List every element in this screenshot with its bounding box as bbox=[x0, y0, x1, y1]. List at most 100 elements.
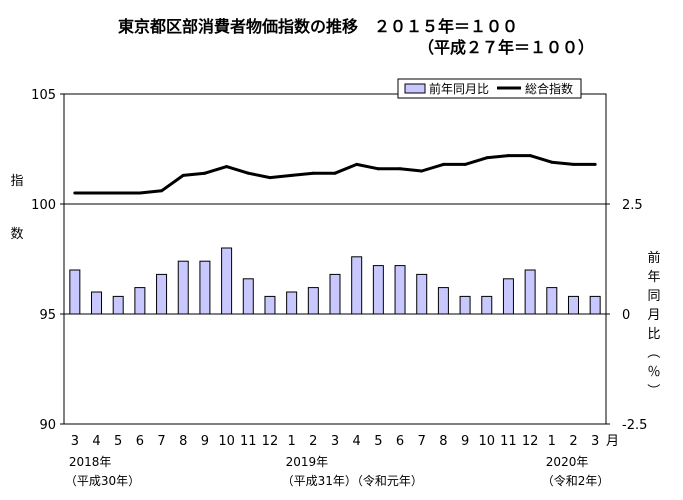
index-point bbox=[138, 191, 142, 195]
x-tick-label: 5 bbox=[114, 434, 122, 449]
x-tick-label: 4 bbox=[353, 434, 361, 449]
index-point bbox=[268, 176, 272, 180]
legend-bar-swatch bbox=[404, 83, 426, 94]
x-tick-label: 7 bbox=[418, 434, 426, 449]
left-tick-label: 105 bbox=[31, 88, 56, 103]
index-point bbox=[73, 191, 77, 195]
left-tick-label: 90 bbox=[39, 418, 56, 433]
x-tick-label: 2 bbox=[569, 434, 577, 449]
plot-frame bbox=[63, 93, 607, 425]
index-point bbox=[376, 167, 380, 171]
index-point bbox=[246, 171, 250, 175]
right-axis-label-char: 比 bbox=[647, 327, 660, 342]
x-tick-label: 1 bbox=[548, 434, 556, 449]
x-tick-label: 12 bbox=[262, 434, 279, 449]
bar-9 bbox=[199, 260, 211, 315]
index-point bbox=[593, 162, 597, 166]
x-tick-label: 6 bbox=[136, 434, 144, 449]
x-tick-label: 11 bbox=[500, 434, 517, 449]
right-axis-label-char: ％ bbox=[647, 365, 660, 380]
right-axis-label: 前年同月比 （ ％ ） bbox=[645, 250, 661, 397]
right-axis-label-char: 年 bbox=[647, 270, 660, 285]
right-axis-label-char: 前 bbox=[647, 250, 660, 266]
bar-2 bbox=[307, 287, 319, 315]
year-label: 2018年 bbox=[69, 455, 112, 469]
right-axis-ticks: -2.5 0 2.5 bbox=[606, 198, 647, 433]
year-label: （平成31年）（令和元年） bbox=[282, 473, 423, 488]
index-point bbox=[333, 171, 337, 175]
year-label: 2019年 bbox=[286, 455, 329, 469]
bar-1 bbox=[546, 287, 558, 315]
right-tick-label: 2.5 bbox=[622, 198, 643, 213]
bar-series bbox=[69, 247, 601, 315]
x-tick-label: 3 bbox=[71, 434, 79, 449]
right-axis-label-char: 同 bbox=[647, 289, 660, 304]
index-point bbox=[506, 154, 510, 158]
index-point bbox=[225, 165, 229, 169]
x-axis-year-labels: 2018年 （平成30年） 2019年 （平成31年）（令和元年） 2020年 （令和2年… bbox=[65, 455, 610, 488]
chart-title: 東京都区部消費者物価指数の推移 ２０１５年＝１００ bbox=[118, 17, 518, 36]
index-point bbox=[116, 191, 120, 195]
x-tick-label: 4 bbox=[92, 434, 100, 449]
right-tick-label: 0 bbox=[622, 308, 630, 323]
bar-4 bbox=[91, 291, 103, 315]
x-axis-categories: 3 4 5 6 7 8 9 10 11 12 1 2 3 4 5 6 7 8 9 10 11 12 1 2 3 bbox=[71, 434, 600, 449]
bar-11 bbox=[502, 278, 514, 315]
index-point bbox=[181, 173, 185, 177]
bar-5 bbox=[112, 295, 124, 315]
x-tick-label: 8 bbox=[179, 434, 187, 449]
x-axis-unit: 月 bbox=[606, 434, 619, 449]
bar-7 bbox=[416, 273, 428, 315]
bar-10 bbox=[481, 295, 493, 315]
left-axis-label-char: 数 bbox=[10, 227, 23, 242]
bar-6 bbox=[134, 287, 146, 315]
index-point bbox=[485, 156, 489, 160]
x-tick-label: 10 bbox=[478, 434, 495, 449]
year-label: 2020年 bbox=[546, 455, 589, 469]
legend-line-label: 総合指数 bbox=[525, 81, 573, 96]
x-tick-label: 7 bbox=[157, 434, 165, 449]
index-point bbox=[160, 189, 164, 193]
legend-bar-label: 前年同月比 bbox=[429, 81, 489, 96]
bar-12 bbox=[264, 295, 276, 315]
index-point bbox=[571, 162, 575, 166]
legend: 前年同月比 総合指数 bbox=[397, 78, 582, 99]
index-point bbox=[311, 171, 315, 175]
x-tick-label: 6 bbox=[396, 434, 404, 449]
index-point bbox=[355, 162, 359, 166]
chart-subtitle: （平成２７年＝１００） bbox=[418, 38, 594, 57]
bar-2 bbox=[567, 295, 579, 315]
x-tick-label: 2 bbox=[309, 434, 317, 449]
index-point bbox=[528, 154, 532, 158]
bar-4 bbox=[351, 256, 363, 315]
plot-area bbox=[63, 93, 607, 425]
left-axis-label: 指数 bbox=[10, 174, 23, 242]
bar-10 bbox=[221, 247, 233, 315]
bar-12 bbox=[524, 269, 536, 315]
bar-5 bbox=[372, 265, 384, 315]
index-point bbox=[441, 162, 445, 166]
bar-9 bbox=[459, 295, 471, 315]
left-tick-label: 100 bbox=[31, 198, 56, 213]
left-axis-ticks: 90 95 100 105 bbox=[31, 88, 64, 433]
left-axis-label-char: 指 bbox=[10, 174, 23, 189]
index-point bbox=[203, 171, 207, 175]
legend-box bbox=[397, 78, 582, 99]
x-tick-label: 9 bbox=[461, 434, 469, 449]
index-point bbox=[463, 162, 467, 166]
year-label: （平成30年） bbox=[65, 474, 140, 488]
x-tick-label: 8 bbox=[439, 434, 447, 449]
line-series bbox=[73, 154, 597, 195]
index-point bbox=[290, 173, 294, 177]
x-tick-label: 10 bbox=[218, 434, 235, 449]
x-tick-label: 3 bbox=[591, 434, 599, 449]
index-point bbox=[398, 167, 402, 171]
bar-7 bbox=[156, 273, 168, 315]
x-tick-label: 12 bbox=[522, 434, 539, 449]
x-tick-label: 5 bbox=[374, 434, 382, 449]
right-axis-label-char: （ bbox=[645, 345, 660, 358]
right-tick-label: -2.5 bbox=[622, 418, 647, 433]
x-tick-label: 1 bbox=[287, 434, 295, 449]
right-axis-label-char: ） bbox=[645, 383, 660, 396]
